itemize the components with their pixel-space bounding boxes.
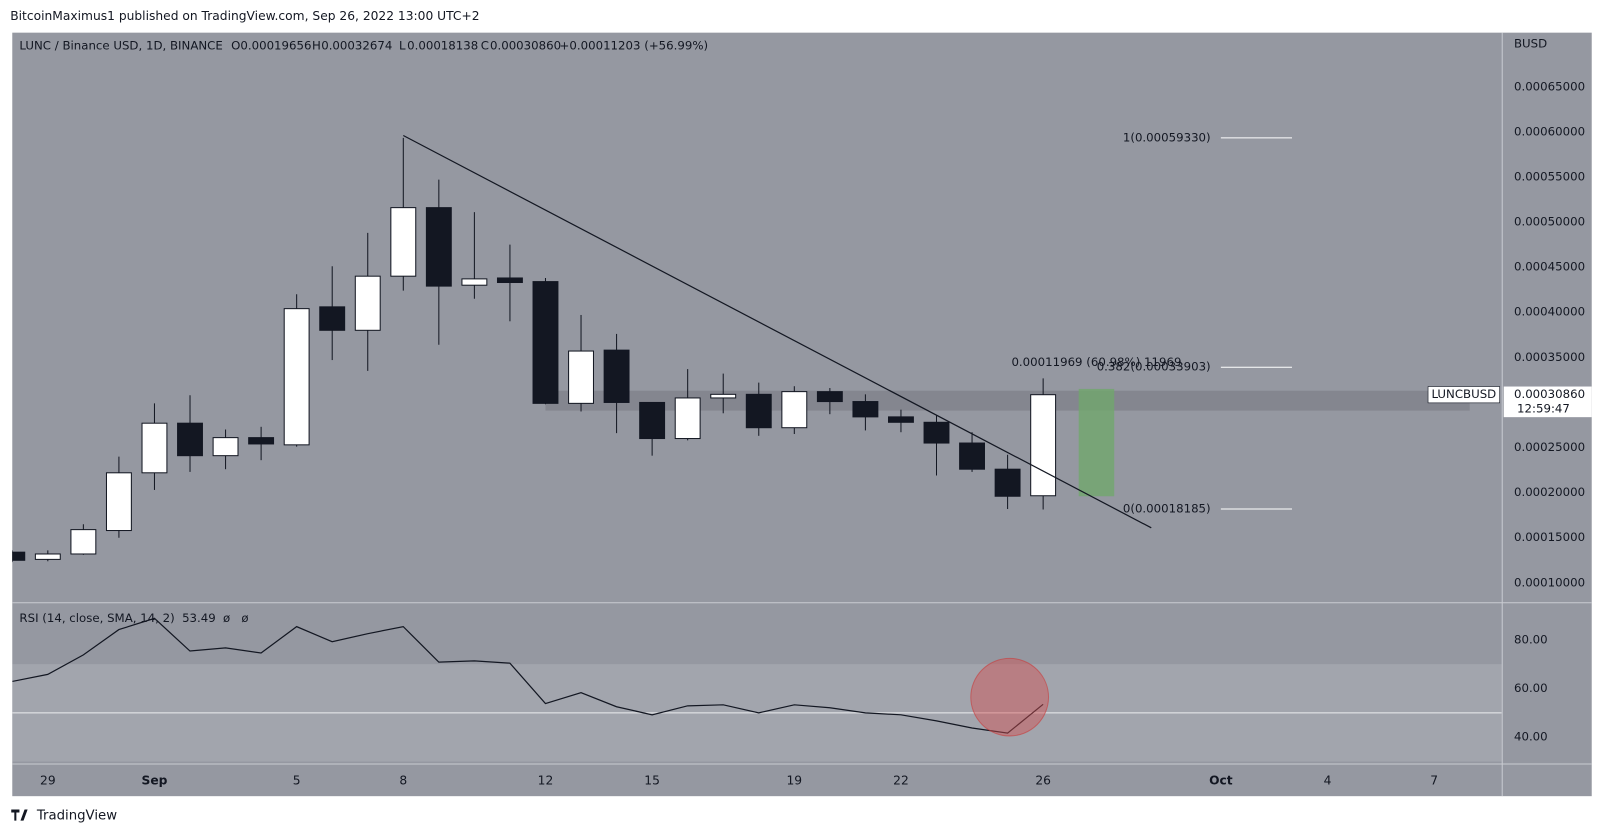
legend-key: L (399, 38, 406, 52)
overlay: BUSD 0.00010000 0.00015000 0.00020000 0.0002… (19, 36, 1592, 787)
y-tick-label: 0.00025000 (1514, 440, 1585, 454)
footer-logo: TradingView (11, 809, 117, 824)
candle-body (354, 275, 381, 331)
candle-body (390, 207, 417, 277)
legend-key: H (312, 38, 321, 52)
last-price-label: 0.00030860 (1514, 387, 1585, 401)
candle-body (745, 393, 772, 429)
candle-body (283, 308, 310, 446)
countdown: 12:59:47 (1517, 401, 1570, 415)
legend-title: LUNC / Binance USD, 1D, BINANCE (19, 38, 222, 52)
legend-value: 0.00032674 (321, 38, 392, 52)
candle-body (425, 207, 452, 287)
candle-body (639, 401, 666, 440)
candle-body (141, 422, 168, 474)
x-tick-label: 22 (893, 773, 909, 787)
last-price-box (1503, 386, 1592, 418)
rsi-pane (12, 617, 1502, 762)
y-tick-label: 0.00065000 (1514, 79, 1585, 93)
candle-body (496, 277, 523, 284)
x-tick-label: 26 (1035, 773, 1051, 787)
rsi-title: RSI (14, close, SMA, 14, 2) (19, 611, 174, 625)
y-tick-label: 0.00050000 (1514, 215, 1585, 229)
y-tick-label: 0.00040000 (1514, 305, 1585, 319)
time-axis-background (12, 763, 1592, 797)
rsi-tick-label: 80.00 (1514, 632, 1548, 646)
candle-body (816, 391, 843, 403)
y-tick-label: 0.00020000 (1514, 485, 1585, 499)
candle-body (888, 416, 914, 423)
symbol-label: LUNCBUSD (1431, 387, 1496, 401)
y-tick-label: 0.00055000 (1514, 169, 1585, 183)
measure-box (1078, 388, 1115, 497)
x-tick-label: 19 (787, 773, 803, 787)
legend-key: O (231, 38, 240, 52)
candle-body (34, 553, 61, 560)
legend-value: 0.00018138 (407, 38, 478, 52)
candle-body (105, 472, 132, 532)
candle-body (603, 349, 630, 403)
candle-body (994, 468, 1021, 497)
y-tick-label: 0.00045000 (1514, 260, 1585, 274)
footer-brand: TradingView (36, 809, 117, 824)
x-tick-label: Sep (141, 773, 167, 787)
candle-body (923, 421, 950, 444)
candle-body (1030, 394, 1057, 497)
header-title: BitcoinMaximus1 published on TradingView… (10, 9, 479, 23)
x-tick-label: 5 (293, 773, 301, 787)
x-tick-label: 8 (399, 773, 407, 787)
candle-body (710, 393, 737, 399)
candle-body (532, 281, 559, 404)
x-tick-label: 12 (538, 773, 554, 787)
x-tick-label: 15 (644, 773, 660, 787)
candle-body (959, 442, 986, 470)
candle-body (674, 397, 701, 440)
y-tick-label: 0.00015000 (1514, 530, 1585, 544)
candle-body (461, 278, 488, 286)
rsi-extra: ø (223, 611, 230, 625)
symbol-label-box (1427, 386, 1500, 404)
candle-body (177, 422, 203, 457)
price-pane: 1(0.00059330) 0.382(0.00033903) 0(0.000181… (12, 130, 1470, 563)
candle-body (212, 437, 239, 457)
price-zone (545, 390, 1470, 411)
legend-value: 0.00019656 (240, 38, 311, 52)
candle-body (12, 551, 26, 561)
fib-label: 0(0.00018185) (1123, 502, 1211, 516)
y-tick-label: 0.00060000 (1514, 124, 1585, 138)
rsi-tick-label: 60.00 (1514, 681, 1548, 695)
rsi-line (12, 617, 1044, 734)
trendline (403, 134, 1152, 529)
y-tick-label: 0.00010000 (1514, 575, 1585, 589)
candle-body (248, 437, 275, 445)
x-tick-label: 7 (1430, 773, 1438, 787)
fib-label: 1(0.00059330) (1123, 130, 1211, 144)
x-tick-label: 29 (40, 773, 56, 787)
logo-mark (11, 809, 28, 821)
candle-body (70, 529, 97, 555)
x-tick-label: Oct (1209, 773, 1233, 787)
legend-value: 0.00030860 (490, 38, 561, 52)
measure-label: 0.00011969 (60.98%) 11969 (1011, 355, 1181, 369)
rsi-extra: ø (241, 611, 248, 625)
candle-body (852, 401, 879, 418)
legend-change: +0.00011203 (+56.99%) (560, 38, 709, 52)
candle-body (781, 391, 808, 429)
rsi-value: 53.49 (182, 611, 216, 625)
fib-label: 0.382(0.00033903) (1097, 360, 1211, 374)
y-tick-label: 0.00035000 (1514, 350, 1585, 364)
candle-body (319, 306, 346, 331)
x-tick-label: 4 (1324, 773, 1332, 787)
candle-body (568, 350, 594, 404)
highlight-circle (970, 657, 1050, 737)
legend-key: C (481, 38, 489, 52)
rsi-tick-label: 40.00 (1514, 730, 1548, 744)
y-axis-label: BUSD (1514, 36, 1547, 50)
